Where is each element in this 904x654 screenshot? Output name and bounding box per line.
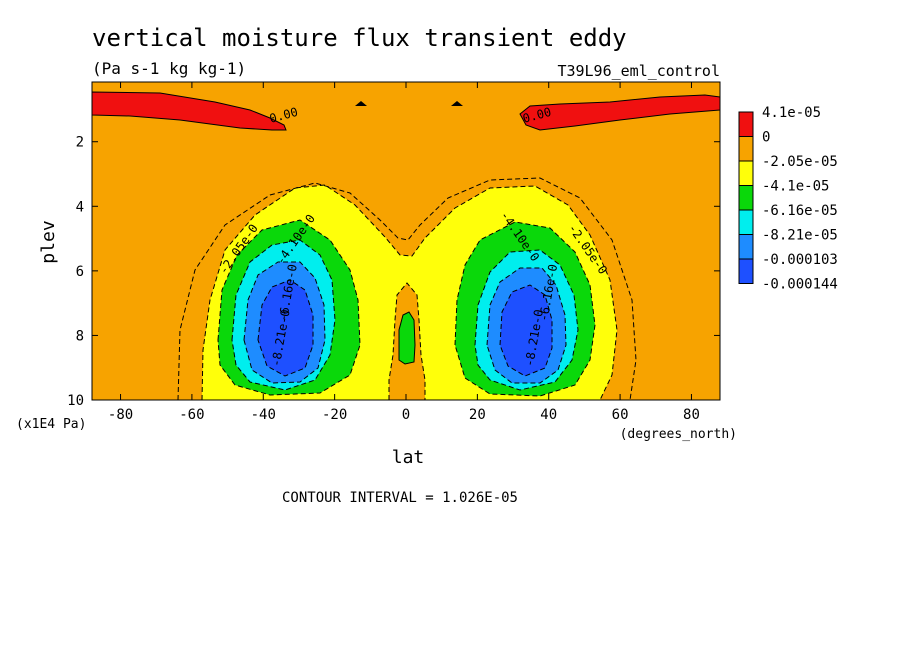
x-axis-ticks: -80 -60 -40 -20 0 20 40 60 80 — [108, 82, 700, 423]
y-axis-units: (x1E4 Pa) — [16, 417, 86, 432]
dataset-label: T39L96_eml_control — [557, 62, 720, 80]
x-tick-label: -20 — [322, 407, 347, 423]
colorbar-label: -4.1e-05 — [762, 179, 829, 195]
x-axis-label: lat — [392, 447, 425, 468]
blue-fill-right — [499, 284, 553, 377]
red-fill-upper-left — [92, 91, 287, 131]
colorbar-swatch — [738, 111, 754, 137]
x-tick-label: -40 — [251, 407, 276, 423]
plot-area — [92, 82, 720, 400]
outer-dashed-contour — [177, 177, 637, 400]
y-tick-label: 10 — [67, 393, 84, 409]
x-tick-label: 80 — [683, 407, 700, 423]
colorbar-swatch — [738, 136, 754, 162]
colorbar-label: -2.05e-05 — [762, 154, 838, 170]
y-tick-label: 6 — [76, 264, 84, 280]
y-axis-label: plev — [38, 220, 59, 263]
colorbar-swatch — [738, 234, 754, 260]
colorbar-label: 0 — [762, 130, 770, 146]
colorbar-label: -6.16e-05 — [762, 203, 838, 219]
colorbar-label: -8.21e-05 — [762, 228, 838, 244]
y-tick-label: 4 — [76, 199, 84, 215]
red-fill-upper-right — [519, 94, 720, 131]
contour-interval-label: CONTOUR INTERVAL = 1.026E-05 — [282, 490, 518, 506]
x-tick-label: 20 — [469, 407, 486, 423]
x-tick-label: 60 — [612, 407, 629, 423]
colorbar-swatch — [738, 160, 754, 186]
x-tick-label: 0 — [402, 407, 410, 423]
colorbar-label: -0.000144 — [762, 277, 838, 293]
small-triangle-right — [451, 101, 463, 106]
colorbar-swatch — [738, 209, 754, 235]
chart-title: vertical moisture flux transient eddy — [92, 24, 627, 52]
chart-units: (Pa s-1 kg kg-1) — [92, 59, 246, 78]
colorbar-swatch — [738, 258, 754, 284]
y-tick-label: 2 — [76, 135, 84, 151]
x-tick-label: -80 — [108, 407, 133, 423]
blue-fill-left — [257, 279, 314, 377]
x-axis-units: (degrees_north) — [620, 427, 737, 442]
colorbar: 4.1e-05 0 -2.05e-05 -4.1e-05 -6.16e-05 -8.21e… — [738, 105, 838, 293]
y-axis-ticks: 2 4 6 8 10 — [67, 135, 720, 409]
colorbar-label: 4.1e-05 — [762, 105, 821, 121]
green-fill-equator — [398, 311, 416, 365]
x-tick-label: 40 — [540, 407, 557, 423]
colorbar-swatch — [738, 185, 754, 211]
y-tick-label: 8 — [76, 328, 84, 344]
small-triangle-left — [355, 101, 367, 106]
x-tick-label: -60 — [179, 407, 204, 423]
colorbar-label: -0.000103 — [762, 252, 838, 268]
